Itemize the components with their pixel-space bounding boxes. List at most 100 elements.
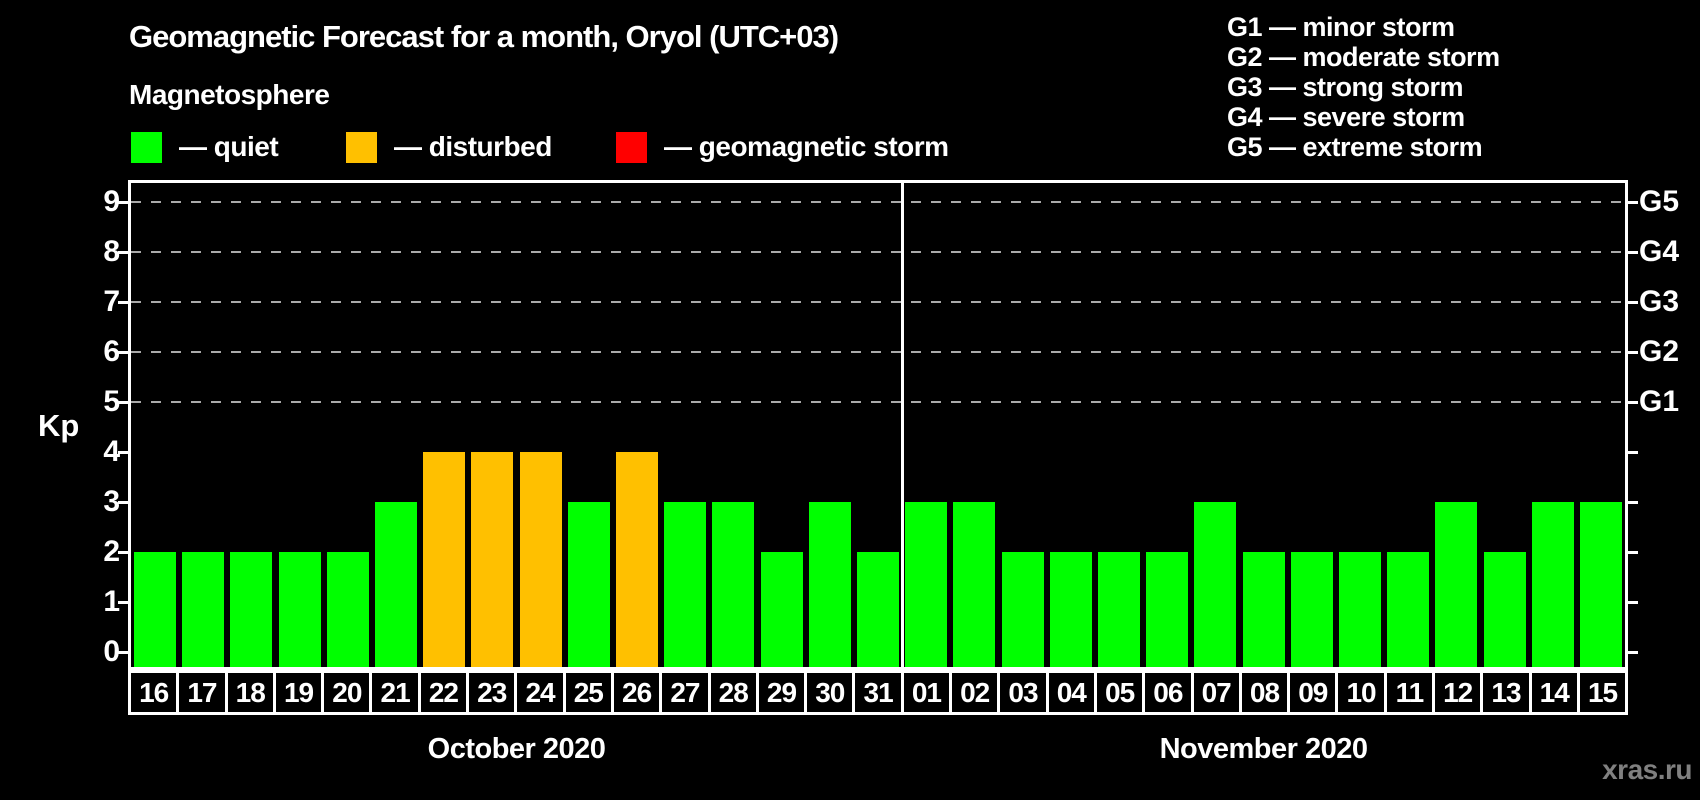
left-tick-kp-1 xyxy=(118,601,128,604)
left-tick-kp-7 xyxy=(118,301,128,304)
day-label-28: 28 xyxy=(707,670,759,715)
storm-scale-line: G2 — moderate storm xyxy=(1227,42,1500,72)
day-label-02: 02 xyxy=(949,670,1001,715)
day-label-13: 13 xyxy=(1480,670,1532,715)
right-tick-kp-5 xyxy=(1628,401,1638,404)
g-level-label-G5: G5 xyxy=(1639,185,1680,218)
gridline-kp-8 xyxy=(131,251,1625,253)
g-level-label-G3: G3 xyxy=(1639,285,1680,318)
kp-bar-day-13 xyxy=(1483,552,1526,667)
day-label-24: 24 xyxy=(514,670,566,715)
y-tick-label-8: 8 xyxy=(103,235,120,268)
day-label-27: 27 xyxy=(659,670,711,715)
legend-label-disturbed: — disturbed xyxy=(394,131,552,162)
day-label-10: 10 xyxy=(1335,670,1387,715)
left-tick-kp-8 xyxy=(118,251,128,254)
kp-bar-day-19 xyxy=(278,552,321,667)
day-label-08: 08 xyxy=(1238,670,1291,715)
day-label-26: 26 xyxy=(610,670,663,715)
day-label-07: 07 xyxy=(1190,670,1242,715)
kp-bar-day-23 xyxy=(471,452,514,667)
day-label-25: 25 xyxy=(562,670,614,715)
day-label-22: 22 xyxy=(417,670,470,715)
right-tick-kp-9 xyxy=(1628,201,1638,204)
day-label-17: 17 xyxy=(176,670,228,715)
right-tick-kp-6 xyxy=(1628,351,1638,354)
kp-bar-day-20 xyxy=(326,552,369,667)
day-label-18: 18 xyxy=(224,670,276,715)
left-tick-kp-9 xyxy=(118,201,128,204)
kp-bar-day-09 xyxy=(1290,552,1333,667)
day-label-30: 30 xyxy=(804,670,856,715)
watermark: xras.ru xyxy=(1602,754,1692,785)
day-axis: 16 17 18 19 20 21 22 23 24 25 26 27 28 29 30 31 01 02 03 04… xyxy=(128,670,1629,715)
day-label-12: 12 xyxy=(1432,670,1484,715)
storm-color-swatch xyxy=(616,131,647,163)
left-tick-kp-2 xyxy=(118,551,128,554)
right-tick-kp-0 xyxy=(1628,651,1638,654)
day-label-29: 29 xyxy=(755,670,808,715)
right-tick-kp-3 xyxy=(1628,501,1638,504)
legend-label-storm: — geomagnetic storm xyxy=(664,131,949,162)
gridline-kp-7 xyxy=(131,301,1625,303)
y-tick-label-6: 6 xyxy=(103,335,120,368)
y-tick-label-3: 3 xyxy=(103,485,120,518)
chart-title: Geomagnetic Forecast for a month, Oryol … xyxy=(129,19,839,54)
kp-bar-day-05 xyxy=(1097,552,1140,667)
quiet-color-swatch xyxy=(131,131,162,163)
kp-bar-day-02 xyxy=(953,502,996,667)
kp-bar-day-31 xyxy=(857,552,899,667)
y-tick-label-9: 9 xyxy=(103,185,120,218)
kp-bar-day-08 xyxy=(1242,552,1285,667)
kp-bar-day-26 xyxy=(616,452,659,667)
day-label-20: 20 xyxy=(321,670,373,715)
legend-item-storm: — geomagnetic storm xyxy=(616,131,949,163)
day-label-16: 16 xyxy=(128,670,180,715)
y-tick-label-0: 0 xyxy=(103,635,120,668)
storm-scale-line: G3 — strong storm xyxy=(1227,72,1464,102)
day-label-05: 05 xyxy=(1093,670,1146,715)
g-level-label-G2: G2 xyxy=(1639,335,1680,368)
day-label-31: 31 xyxy=(852,670,904,715)
g-level-label-G4: G4 xyxy=(1639,235,1680,268)
month-label: October 2020 xyxy=(427,733,606,765)
kp-bar-day-29 xyxy=(760,552,803,667)
kp-bar-day-28 xyxy=(712,502,755,667)
kp-bar-day-22 xyxy=(423,452,466,667)
kp-bar-day-15 xyxy=(1579,502,1622,667)
y-tick-label-7: 7 xyxy=(103,285,120,318)
kp-bar-day-12 xyxy=(1435,502,1478,667)
day-label-19: 19 xyxy=(272,670,325,715)
y-tick-label-5: 5 xyxy=(103,385,120,418)
day-label-03: 03 xyxy=(997,670,1049,715)
day-label-14: 14 xyxy=(1528,670,1580,715)
day-label-15: 15 xyxy=(1576,670,1629,715)
day-label-09: 09 xyxy=(1287,670,1339,715)
gridline-kp-6 xyxy=(131,351,1625,353)
day-label-04: 04 xyxy=(1045,670,1097,715)
kp-bar-day-01 xyxy=(905,502,948,667)
kp-bar-day-18 xyxy=(230,552,273,667)
g-level-label-G1: G1 xyxy=(1639,385,1680,418)
left-tick-kp-6 xyxy=(118,351,128,354)
month-separator xyxy=(900,183,904,667)
right-tick-kp-2 xyxy=(1628,551,1638,554)
kp-bar-day-24 xyxy=(519,452,562,667)
legend-item-disturbed: — disturbed xyxy=(346,131,552,163)
gridline-kp-5 xyxy=(131,401,1625,403)
left-tick-kp-5 xyxy=(118,401,128,404)
right-tick-kp-1 xyxy=(1628,601,1638,604)
left-tick-kp-3 xyxy=(118,501,128,504)
state-legend: — quiet — disturbed — geomagnetic storm xyxy=(0,131,1700,169)
kp-bar-day-10 xyxy=(1338,552,1381,667)
right-tick-kp-4 xyxy=(1628,451,1638,454)
plot-area xyxy=(118,180,1638,670)
magnetosphere-label: Magnetosphere xyxy=(129,79,330,110)
gridline-kp-9 xyxy=(131,201,1625,203)
month-label: November 2020 xyxy=(1159,733,1368,765)
kp-bar-day-07 xyxy=(1194,502,1237,667)
right-tick-kp-7 xyxy=(1628,301,1638,304)
y-tick-label-1: 1 xyxy=(103,585,120,618)
storm-scale-line: G4 — severe storm xyxy=(1227,102,1465,132)
